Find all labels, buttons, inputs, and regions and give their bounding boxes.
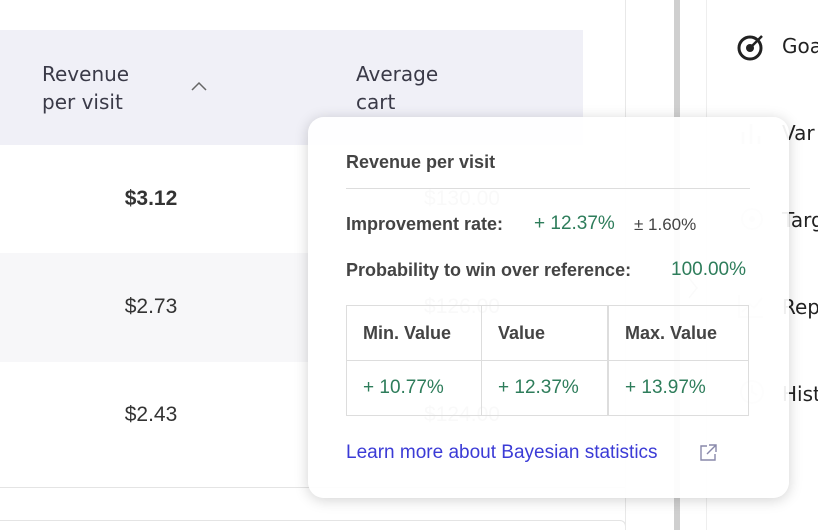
tooltip: Revenue per visit Improvement rate: + 12… (308, 117, 789, 498)
tooltip-table-header: Min. Value (346, 305, 482, 361)
probability-label: Probability to win over reference: (346, 260, 632, 280)
tooltip-table-header: Value (481, 305, 608, 361)
tooltip-divider (346, 188, 750, 189)
tooltip-table-value: + 12.37% (481, 360, 608, 416)
sidebar-item[interactable]: Goa (782, 34, 818, 58)
revenue-cell: $2.73 (124, 295, 178, 318)
improvement-margin: ± 1.60% (634, 215, 697, 234)
tooltip-title: Revenue per visit (346, 152, 496, 172)
probability-value: 100.00% (671, 259, 747, 280)
revenue-cell: $3.12 (124, 187, 178, 210)
improvement-label: Improvement rate: (346, 214, 504, 234)
tooltip-table-header: Max. Value (608, 305, 749, 361)
panel-edge (0, 520, 626, 530)
goals-icon (737, 35, 763, 61)
tooltip-table-value: + 10.77% (346, 360, 482, 416)
bayesian-link[interactable]: Learn more about Bayesian statistics (346, 442, 658, 463)
header-revenue[interactable]: Revenue per visit (42, 62, 130, 114)
revenue-cell: $2.43 (124, 403, 178, 426)
external-link-icon[interactable] (698, 443, 718, 463)
header-average-cart[interactable]: Average cart (356, 62, 439, 114)
sort-icon[interactable] (190, 80, 208, 92)
improvement-value: + 12.37% (534, 213, 615, 234)
tooltip-table-value: + 13.97% (608, 360, 749, 416)
